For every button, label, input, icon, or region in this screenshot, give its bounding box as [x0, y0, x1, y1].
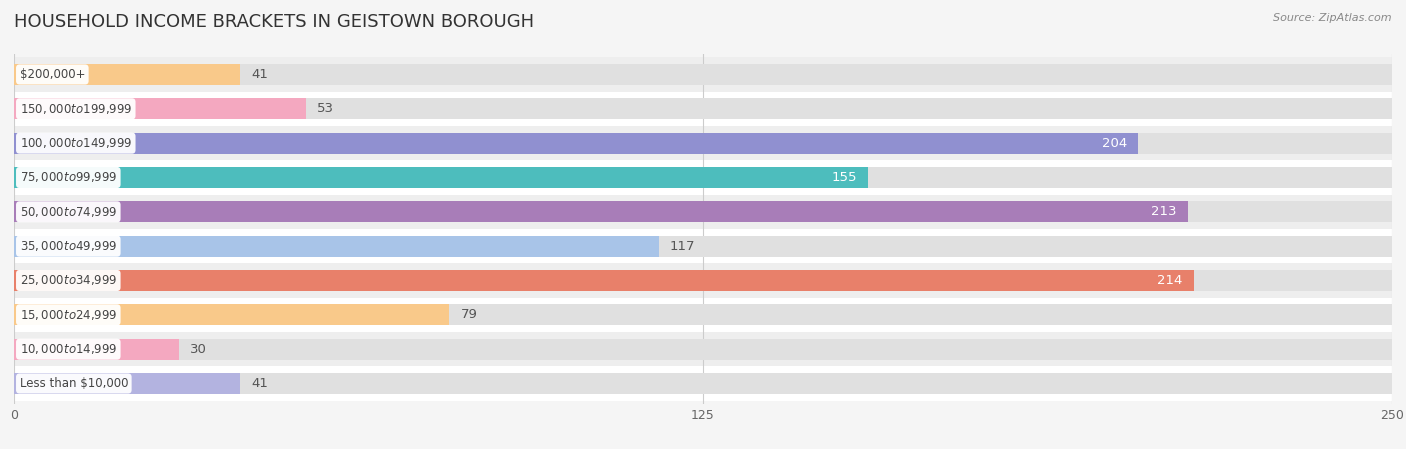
Bar	[14, 270, 1392, 291]
Bar	[14, 201, 1392, 222]
Text: 79: 79	[461, 308, 478, 321]
Text: $25,000 to $34,999: $25,000 to $34,999	[20, 273, 117, 287]
Bar	[14, 64, 1392, 85]
Bar	[14, 195, 1392, 229]
Text: 41: 41	[252, 377, 269, 390]
Text: 117: 117	[669, 240, 696, 253]
Bar	[14, 160, 1392, 195]
Text: 53: 53	[318, 102, 335, 115]
Text: $50,000 to $74,999: $50,000 to $74,999	[20, 205, 117, 219]
Bar	[14, 339, 1392, 360]
Bar	[14, 236, 659, 257]
Bar	[14, 298, 1392, 332]
Bar	[14, 263, 1392, 298]
Text: $100,000 to $149,999: $100,000 to $149,999	[20, 136, 132, 150]
Bar	[14, 304, 450, 326]
Text: $35,000 to $49,999: $35,000 to $49,999	[20, 239, 117, 253]
Text: $10,000 to $14,999: $10,000 to $14,999	[20, 342, 117, 356]
Bar	[14, 132, 1139, 154]
Text: 30: 30	[190, 343, 207, 356]
Text: 41: 41	[252, 68, 269, 81]
Bar	[14, 270, 1194, 291]
Text: $75,000 to $99,999: $75,000 to $99,999	[20, 171, 117, 185]
Text: Less than $10,000: Less than $10,000	[20, 377, 128, 390]
Bar	[14, 57, 1392, 92]
Text: HOUSEHOLD INCOME BRACKETS IN GEISTOWN BOROUGH: HOUSEHOLD INCOME BRACKETS IN GEISTOWN BO…	[14, 13, 534, 31]
Bar	[14, 98, 307, 119]
Text: Source: ZipAtlas.com: Source: ZipAtlas.com	[1274, 13, 1392, 23]
Text: $200,000+: $200,000+	[20, 68, 86, 81]
Bar	[14, 236, 1392, 257]
Bar	[14, 167, 869, 188]
Bar	[14, 201, 1188, 222]
Bar	[14, 373, 1392, 394]
Text: 214: 214	[1157, 274, 1182, 287]
Text: $150,000 to $199,999: $150,000 to $199,999	[20, 102, 132, 116]
Bar	[14, 339, 180, 360]
Text: $15,000 to $24,999: $15,000 to $24,999	[20, 308, 117, 322]
Bar	[14, 126, 1392, 160]
Bar	[14, 64, 240, 85]
Bar	[14, 92, 1392, 126]
Bar	[14, 229, 1392, 263]
Text: 204: 204	[1102, 136, 1128, 150]
Bar	[14, 167, 1392, 188]
Bar	[14, 98, 1392, 119]
Bar	[14, 132, 1392, 154]
Text: 213: 213	[1152, 205, 1177, 218]
Bar	[14, 366, 1392, 401]
Bar	[14, 373, 240, 394]
Text: 155: 155	[832, 171, 858, 184]
Bar	[14, 332, 1392, 366]
Bar	[14, 304, 1392, 326]
